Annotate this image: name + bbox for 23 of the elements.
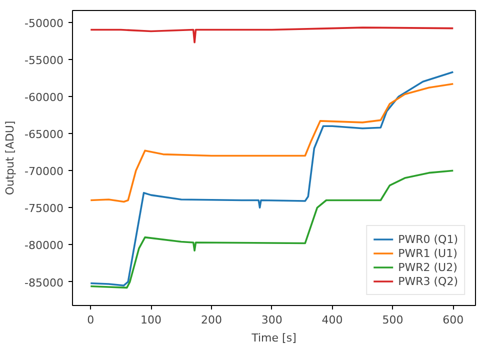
x-tick-label: 400 — [322, 314, 343, 326]
legend-label: PWR0 (Q1) — [398, 232, 458, 246]
y-tick-label: -80000 — [24, 239, 64, 252]
y-tick-label: -85000 — [24, 276, 64, 290]
legend-label: PWR3 (Q2) — [398, 274, 458, 288]
y-tick-label: -60000 — [24, 90, 64, 104]
x-axis-title: Time [s] — [250, 332, 296, 344]
y-axis-title: Output [ADU] — [4, 120, 17, 196]
legend-label: PWR1 (U1) — [398, 246, 458, 260]
y-tick-label: -75000 — [24, 202, 64, 216]
x-tick-label: 100 — [140, 314, 162, 326]
x-tick-label: 200 — [200, 314, 222, 326]
x-tick-label: 600 — [442, 314, 464, 326]
line-series — [90, 26, 454, 44]
y-tick-label: -65000 — [24, 128, 64, 142]
x-tick-label: 300 — [261, 314, 282, 326]
y-tick-label: -50000 — [24, 16, 64, 30]
x-tick-label: 500 — [382, 314, 404, 326]
y-tick-label: -55000 — [24, 54, 64, 67]
x-tick-label: 0 — [87, 314, 94, 326]
line-series — [90, 82, 454, 203]
legend-label: PWR2 (U2) — [398, 260, 458, 274]
y-tick-label: -70000 — [24, 165, 64, 178]
